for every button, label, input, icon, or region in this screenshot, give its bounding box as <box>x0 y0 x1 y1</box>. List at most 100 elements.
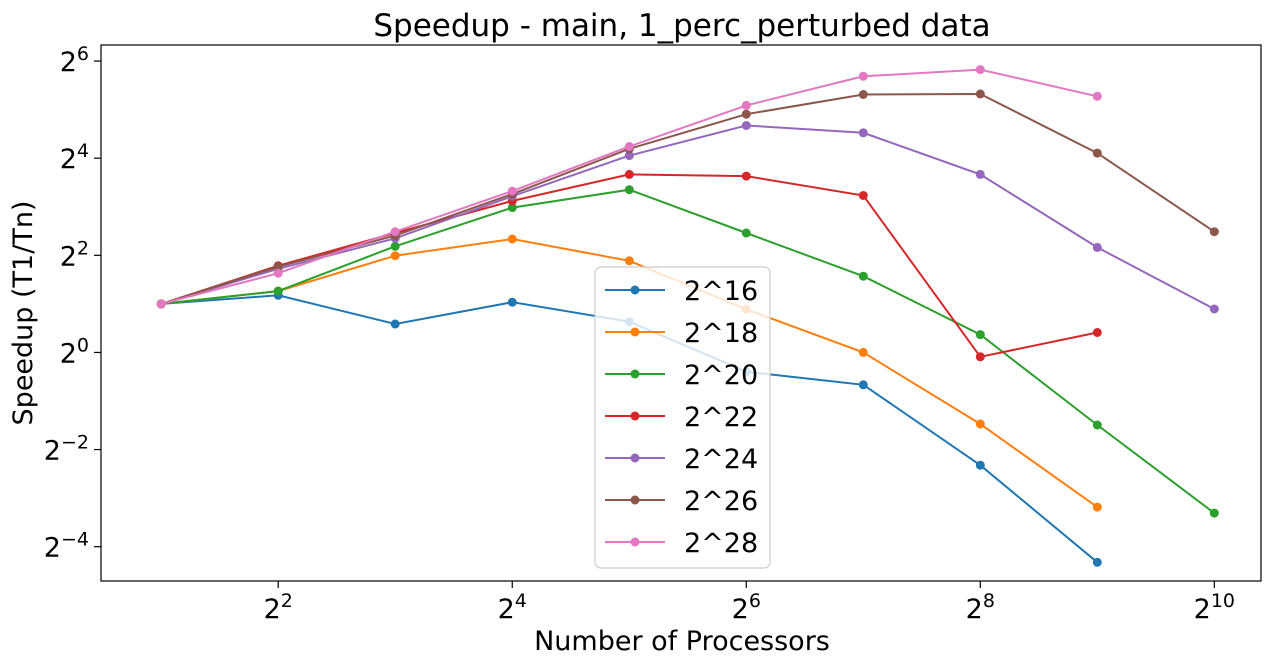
data-point-2^16-512 <box>1092 557 1102 567</box>
data-point-2^24-64 <box>741 121 751 130</box>
x-tick-label-exponent: 4 <box>515 590 527 612</box>
legend-entry-2^16: 2^16 <box>605 276 758 307</box>
x-tick-label: 210 <box>1194 590 1235 625</box>
data-point-2^28-32 <box>624 142 634 151</box>
legend-swatch-marker <box>630 411 640 421</box>
series-2^28 <box>156 65 1102 309</box>
y-tick-label-exponent: −2 <box>61 432 89 454</box>
x-tick-label-base: 2 <box>966 594 983 625</box>
y-tick-label-base: 2 <box>44 533 61 564</box>
x-tick-label: 24 <box>498 590 527 625</box>
legend-swatch-marker <box>630 285 640 295</box>
data-point-2^24-32 <box>624 151 634 161</box>
y-tick-label: 26 <box>60 43 89 78</box>
data-point-2^22-32 <box>624 169 634 179</box>
y-tick-label: 22 <box>60 237 89 272</box>
data-point-2^18-32 <box>624 256 634 266</box>
legend-entry-2^20: 2^20 <box>605 360 758 391</box>
data-point-2^16-16 <box>507 297 517 307</box>
y-tick-label-exponent: 4 <box>77 140 89 162</box>
y-tick-label-base: 2 <box>44 436 61 467</box>
series-2^18 <box>156 234 1102 512</box>
y-tick-label-exponent: 6 <box>77 43 89 65</box>
legend-label: 2^18 <box>684 318 758 349</box>
data-point-2^28-2 <box>156 299 166 309</box>
chart-title: Speedup - main, 1_perc_perturbed data <box>373 8 990 44</box>
x-tick-label-base: 2 <box>498 594 515 625</box>
series-line-2^24 <box>160 124 1215 310</box>
legend-box <box>594 266 771 569</box>
legend-entry-2^26: 2^26 <box>605 486 758 517</box>
data-point-2^26-512 <box>1092 148 1102 158</box>
legend-label: 2^22 <box>684 402 758 433</box>
data-point-2^26-256 <box>975 89 985 99</box>
legend-entry-2^24: 2^24 <box>605 444 758 475</box>
data-point-2^22-256 <box>975 352 985 362</box>
data-point-2^20-16 <box>507 203 517 213</box>
x-tick-label: 26 <box>732 590 761 625</box>
data-point-2^20-512 <box>1092 420 1102 430</box>
series-2^26 <box>156 89 1219 309</box>
x-axis-label: Number of Processors <box>534 626 830 657</box>
data-point-2^18-128 <box>858 347 868 357</box>
data-point-2^24-1024 <box>1209 304 1219 314</box>
series-line-2^26 <box>160 92 1215 305</box>
data-point-2^26-1024 <box>1209 227 1219 237</box>
data-point-2^16-8 <box>390 319 400 329</box>
x-tick-label-exponent: 6 <box>749 590 761 612</box>
x-tick-label-exponent: 2 <box>281 590 293 612</box>
x-tick-label-exponent: 8 <box>983 590 995 612</box>
data-point-2^20-1024 <box>1209 508 1219 518</box>
y-tick-label-exponent: 2 <box>77 237 89 259</box>
data-point-2^18-16 <box>507 234 517 244</box>
x-tick-label: 22 <box>264 590 293 625</box>
data-point-2^16-256 <box>975 460 985 470</box>
legend-swatch-marker <box>630 495 640 505</box>
data-point-2^28-8 <box>390 227 400 237</box>
legend-swatch-marker <box>630 453 640 463</box>
legend: 2^16 2^18 2^20 2^22 2^24 2^26 2^28 <box>594 266 771 569</box>
data-point-2^28-512 <box>1092 91 1102 101</box>
x-axis-ticks: 22 24 26 28 210 <box>264 581 1235 625</box>
data-point-2^20-128 <box>858 271 868 281</box>
y-tick-label: 2−4 <box>44 529 89 564</box>
y-tick-label-base: 2 <box>60 338 77 369</box>
y-tick-label: 20 <box>60 334 89 369</box>
x-tick-label: 28 <box>966 590 995 625</box>
legend-swatch-marker <box>630 537 640 547</box>
y-tick-label: 24 <box>60 140 89 175</box>
data-point-2^28-128 <box>858 71 868 81</box>
x-tick-label-base: 2 <box>264 594 281 625</box>
legend-entry-2^22: 2^22 <box>605 402 758 433</box>
data-point-2^20-4 <box>273 286 283 296</box>
data-point-2^28-4 <box>273 268 283 278</box>
data-point-2^20-8 <box>390 241 400 251</box>
data-point-2^24-256 <box>975 169 985 179</box>
data-point-2^22-64 <box>741 171 751 181</box>
y-tick-label-base: 2 <box>60 47 77 78</box>
legend-items: 2^16 2^18 2^20 2^22 2^24 2^26 2^28 <box>605 276 758 559</box>
y-tick-label: 2−2 <box>44 432 89 467</box>
data-point-2^26-128 <box>858 90 868 99</box>
data-point-2^24-512 <box>1092 242 1102 252</box>
y-axis-label: Speedup (T1/Tn) <box>8 201 39 426</box>
series-2^20 <box>156 185 1219 518</box>
legend-label: 2^20 <box>684 360 758 391</box>
data-point-2^16-128 <box>858 380 868 390</box>
legend-label: 2^26 <box>684 486 758 517</box>
data-point-2^20-32 <box>624 185 634 195</box>
y-tick-label-exponent: 0 <box>77 334 89 356</box>
data-point-2^20-256 <box>975 330 985 340</box>
data-point-2^28-16 <box>507 186 517 196</box>
legend-label: 2^24 <box>684 444 758 475</box>
data-point-2^20-64 <box>741 228 751 238</box>
data-point-2^28-256 <box>975 65 985 75</box>
x-tick-label-base: 2 <box>732 594 749 625</box>
data-point-2^26-64 <box>741 109 751 119</box>
data-point-2^18-256 <box>975 419 985 429</box>
data-point-2^28-64 <box>741 100 751 110</box>
plot-area-frame <box>100 44 1262 582</box>
data-point-2^26-4 <box>273 262 283 272</box>
